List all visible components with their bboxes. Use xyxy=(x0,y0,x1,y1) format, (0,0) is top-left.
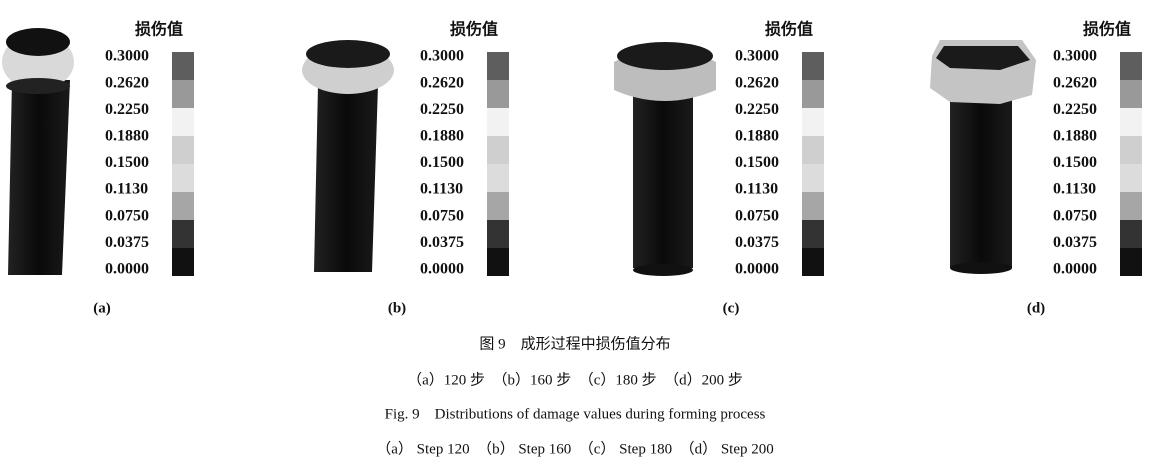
legend-band xyxy=(487,108,509,136)
legend-value: 0.0750 xyxy=(1053,207,1097,224)
legend-title: 损伤值 xyxy=(450,20,498,39)
legend-title: 损伤值 xyxy=(765,20,813,39)
legend-band xyxy=(172,248,194,276)
legend-value: 0.1880 xyxy=(1053,127,1097,144)
legend-value: 0.0375 xyxy=(105,234,149,251)
legend-value: 0.2620 xyxy=(1053,74,1097,91)
caption-en-title: Fig. 9 Distributions of damage values du… xyxy=(385,406,766,422)
legend-value: 0.0375 xyxy=(1053,234,1097,251)
legend-value: 0.0750 xyxy=(420,207,464,224)
legend-band xyxy=(1120,164,1142,192)
panel-label: (d) xyxy=(1027,300,1045,316)
legend-band xyxy=(802,52,824,80)
panel-label: (b) xyxy=(388,300,406,316)
legend-value: 0.0000 xyxy=(105,260,149,277)
legend-value: 0.2620 xyxy=(735,74,779,91)
legend-value: 0.1130 xyxy=(105,181,148,198)
legend-band xyxy=(802,220,824,248)
legend-value: 0.1500 xyxy=(420,154,464,171)
legend-value: 0.1880 xyxy=(735,127,779,144)
legend-value: 0.1500 xyxy=(1053,154,1097,171)
caption-cn-title: 图 9 成形过程中损伤值分布 xyxy=(479,335,670,352)
legend-value: 0.1500 xyxy=(105,154,149,171)
bolt-d xyxy=(930,40,1036,274)
legend-value: 0.3000 xyxy=(735,48,779,65)
legend-value: 0.3000 xyxy=(420,48,464,65)
legend-band xyxy=(1120,80,1142,108)
legend-value: 0.0750 xyxy=(105,207,149,224)
legend-value: 0.2620 xyxy=(420,74,464,91)
legend-value: 0.0000 xyxy=(420,260,464,277)
legend-value: 0.1130 xyxy=(420,181,463,198)
legend-band xyxy=(1120,192,1142,220)
legend-value: 0.0000 xyxy=(1053,260,1097,277)
legend-band xyxy=(487,248,509,276)
legend-value: 0.1880 xyxy=(420,127,464,144)
legend-band xyxy=(487,164,509,192)
legend-band xyxy=(487,220,509,248)
legend-band xyxy=(172,192,194,220)
legend-value: 0.3000 xyxy=(105,48,149,65)
bolt-c xyxy=(614,42,716,276)
legend-band xyxy=(802,108,824,136)
legend-band xyxy=(802,136,824,164)
legend-value: 0.2250 xyxy=(735,101,779,118)
legend-band xyxy=(487,192,509,220)
legend-band xyxy=(172,136,194,164)
panel-label: (a) xyxy=(93,300,111,316)
legend-value: 0.2250 xyxy=(105,101,149,118)
legend-band xyxy=(172,80,194,108)
legend-band xyxy=(1120,220,1142,248)
bolt-b xyxy=(302,40,394,272)
legend-band xyxy=(802,192,824,220)
legend-value: 0.1130 xyxy=(1053,181,1096,198)
legend-value: 0.1880 xyxy=(105,127,149,144)
legend-band xyxy=(802,80,824,108)
legend-value: 0.0375 xyxy=(420,234,464,251)
legend-band xyxy=(487,80,509,108)
legend-title: 损伤值 xyxy=(1083,20,1131,39)
legend-band xyxy=(1120,52,1142,80)
legend-band xyxy=(802,164,824,192)
panel-label: (c) xyxy=(723,300,740,316)
legend-value: 0.0000 xyxy=(735,260,779,277)
legend-band xyxy=(1120,248,1142,276)
legend-band xyxy=(172,52,194,80)
bolt-a xyxy=(2,28,74,275)
caption-en-steps: （a） Step 120 （b） Step 160 （c） Step 180 （… xyxy=(376,440,774,457)
caption-cn-steps: （a）120 步 （b）160 步 （c）180 步 （d）200 步 xyxy=(407,371,743,388)
legend-value: 0.3000 xyxy=(1053,48,1097,65)
legend-value: 0.1130 xyxy=(735,181,778,198)
legend-band xyxy=(1120,108,1142,136)
legend-band xyxy=(172,220,194,248)
legend-band xyxy=(172,164,194,192)
legend-value: 0.2620 xyxy=(105,74,149,91)
legend-value: 0.0375 xyxy=(735,234,779,251)
legend-value: 0.1500 xyxy=(735,154,779,171)
legend-title: 损伤值 xyxy=(135,20,183,39)
legend-band xyxy=(802,248,824,276)
legend-band xyxy=(487,52,509,80)
legend-value: 0.0750 xyxy=(735,207,779,224)
legend-value: 0.2250 xyxy=(420,101,464,118)
legend-band xyxy=(1120,136,1142,164)
legend-value: 0.2250 xyxy=(1053,101,1097,118)
legend-band xyxy=(172,108,194,136)
legend-band xyxy=(487,136,509,164)
